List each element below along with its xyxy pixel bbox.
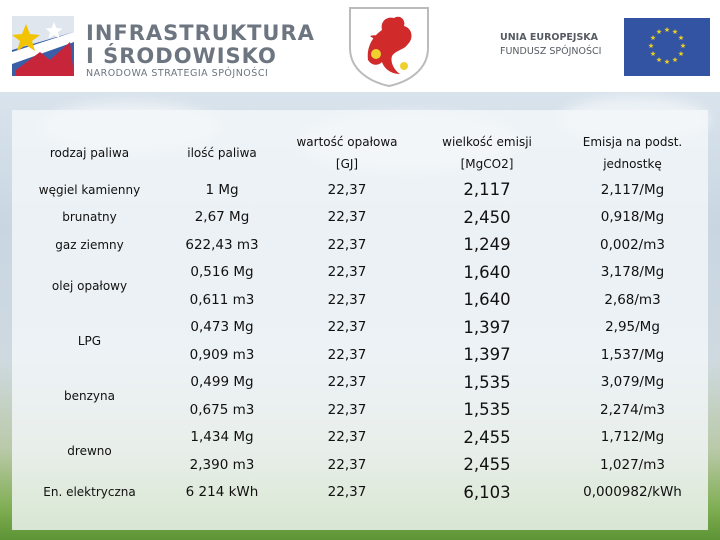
- logo-line-2: I ŚRODOWISKO: [86, 44, 277, 68]
- calorific-cell: 22,37: [327, 401, 367, 418]
- svg-text:★: ★: [664, 26, 670, 34]
- quantity-cell: 0,499 Mg: [190, 374, 254, 391]
- emission-cell: 2,455: [463, 427, 511, 447]
- logo-line-3: NARODOWA STRATEGIA SPÓJNOŚCI: [86, 68, 269, 79]
- quantity-cell: 1,434 Mg: [190, 429, 254, 446]
- svg-text:★: ★: [656, 56, 662, 64]
- calorific-cell: 22,37: [327, 209, 367, 226]
- fuel-cell: En. elektryczna: [43, 485, 136, 500]
- header-quantity: ilość paliwa: [187, 146, 257, 160]
- svg-text:★: ★: [672, 56, 678, 64]
- emission-cell: 2,455: [463, 455, 511, 475]
- unit-emission-cell: 1,712/Mg: [600, 429, 665, 446]
- fuel-cell: drewno: [67, 444, 112, 458]
- calorific-cell: 22,37: [327, 181, 367, 198]
- table-header-row: rodzaj paliwa ilość paliwa wartość opało…: [12, 130, 708, 176]
- emission-cell: 6,103: [463, 482, 511, 502]
- calorific-cell: 22,37: [327, 429, 367, 446]
- emission-cell: 2,450: [463, 207, 511, 227]
- table-row: brunatny 2,67 Mg 22,37 2,450 0,918/Mg: [12, 204, 708, 232]
- table-row: olej opałowy 0,516 Mg 22,37 1,640 3,178/…: [12, 259, 708, 293]
- emission-cell: 1,397: [463, 317, 511, 337]
- emission-cell: 1,535: [463, 372, 511, 392]
- program-logo-icon: [12, 16, 74, 76]
- fuel-cell: benzyna: [64, 389, 115, 403]
- table-row: 0,909 m3 22,37 1,397 1,537/Mg: [12, 341, 708, 369]
- quantity-cell: 6 214 kWh: [185, 484, 259, 501]
- quantity-cell: 2,67 Mg: [194, 209, 250, 226]
- table-row: 2,390 m3 22,37 2,455 1,027/m3: [12, 451, 708, 479]
- svg-text:★: ★: [648, 42, 654, 50]
- table-row: En. elektryczna 6 214 kWh 22,37 6,103 0,…: [12, 479, 708, 507]
- unit-emission-cell: 0,002/m3: [600, 236, 665, 253]
- table-row: 0,611 m3 22,37 1,640 2,68/m3: [12, 286, 708, 314]
- calorific-cell: 22,37: [327, 319, 367, 336]
- unit-emission-cell: 2,117/Mg: [600, 181, 665, 198]
- table-row: drewno 1,434 Mg 22,37 2,455 1,712/Mg: [12, 424, 708, 458]
- unit-emission-cell: 3,178/Mg: [600, 264, 665, 281]
- svg-text:★: ★: [680, 42, 686, 50]
- emission-cell: 1,640: [463, 290, 511, 310]
- quantity-cell: 0,675 m3: [189, 401, 255, 418]
- header-fuel: rodzaj paliwa: [49, 146, 130, 160]
- table-panel: [12, 110, 708, 530]
- quantity-cell: 0,516 Mg: [190, 264, 254, 281]
- svg-text:★: ★: [678, 34, 684, 42]
- table-row: węgiel kamienny 1 Mg 22,37 2,117 2,117/M…: [12, 176, 708, 204]
- header-calorific: wartość opałowa [GJ]: [296, 135, 398, 171]
- quantity-cell: 622,43 m3: [185, 236, 259, 253]
- coat-of-arms-icon: [349, 7, 429, 88]
- table-row: 0,675 m3 22,37 1,535 2,274/m3: [12, 396, 708, 424]
- header-emission: wielkość emisji [MgCO2]: [442, 135, 532, 171]
- fuel-cell: węgiel kamienny: [38, 182, 141, 197]
- emission-table: rodzaj paliwa ilość paliwa wartość opało…: [12, 130, 708, 506]
- logo-line-1: INFRASTRUKTURA: [86, 21, 315, 45]
- eu-flag-icon: ★ ★★ ★★★ ★★★ ★★★: [624, 18, 710, 76]
- unit-emission-cell: 2,274/m3: [600, 401, 665, 418]
- quantity-cell: 2,390 m3: [189, 456, 255, 473]
- table-row: benzyna 0,499 Mg 22,37 1,535 3,079/Mg: [12, 369, 708, 403]
- quantity-cell: 0,611 m3: [189, 291, 255, 308]
- table-row: LPG 0,473 Mg 22,37 1,397 2,95/Mg: [12, 314, 708, 348]
- fuel-cell: olej opałowy: [51, 279, 128, 293]
- table-row: gaz ziemny 622,43 m3 22,37 1,249 0,002/m…: [12, 231, 708, 259]
- calorific-cell: 22,37: [327, 346, 367, 363]
- unit-emission-cell: 2,95/Mg: [605, 319, 660, 336]
- fuel-cell: LPG: [77, 334, 102, 348]
- quantity-cell: 0,909 m3: [189, 346, 255, 363]
- svg-text:★: ★: [650, 50, 656, 58]
- emission-cell: 1,535: [463, 400, 511, 420]
- calorific-cell: 22,37: [327, 291, 367, 308]
- unit-emission-cell: 0,918/Mg: [600, 209, 665, 226]
- unit-emission-cell: 3,079/Mg: [600, 374, 665, 391]
- calorific-cell: 22,37: [327, 236, 367, 253]
- calorific-cell: 22,37: [327, 374, 367, 391]
- emission-cell: 1,397: [463, 345, 511, 365]
- svg-text:★: ★: [650, 34, 656, 42]
- emission-cell: 2,117: [463, 180, 511, 200]
- calorific-cell: 22,37: [327, 484, 367, 501]
- header-unit-emission: Emisja na podst. jednostkę: [582, 135, 683, 171]
- fuel-cell: gaz ziemny: [55, 237, 124, 252]
- unit-emission-cell: 1,027/m3: [600, 456, 665, 473]
- quantity-cell: 1 Mg: [205, 181, 239, 198]
- svg-text:★: ★: [664, 58, 670, 66]
- eu-line-1: UNIA EUROPEJSKA: [500, 32, 598, 43]
- svg-text:★: ★: [672, 28, 678, 36]
- fuel-cell: brunatny: [62, 210, 117, 225]
- calorific-cell: 22,37: [327, 264, 367, 281]
- header-band: INFRASTRUKTURA I ŚRODOWISKO NARODOWA STR…: [0, 0, 720, 92]
- eu-line-2: FUNDUSZ SPÓJNOŚCI: [500, 46, 602, 57]
- svg-text:★: ★: [656, 28, 662, 36]
- emission-cell: 1,640: [463, 262, 511, 282]
- unit-emission-cell: 0,000982/kWh: [583, 484, 682, 501]
- unit-emission-cell: 1,537/Mg: [600, 346, 665, 363]
- calorific-cell: 22,37: [327, 456, 367, 473]
- quantity-cell: 0,473 Mg: [190, 319, 254, 336]
- unit-emission-cell: 2,68/m3: [604, 291, 661, 308]
- emission-cell: 1,249: [463, 235, 511, 255]
- svg-text:★: ★: [678, 50, 684, 58]
